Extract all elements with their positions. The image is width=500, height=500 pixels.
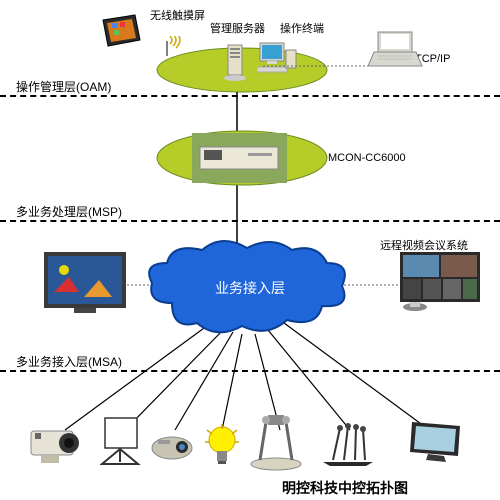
msa-layer-label: 多业务接入层(MSA) (16, 353, 122, 370)
mic-device (318, 420, 380, 473)
camera-device (23, 423, 89, 471)
msp-layer-label: 多业务处理层(MSP) (16, 203, 122, 220)
dash-3 (0, 370, 500, 372)
remote-video-label: 远程视频会议系统 (380, 237, 468, 253)
lightbulb-device (204, 424, 240, 475)
remote-video-device (400, 252, 480, 315)
terminal-device (257, 40, 297, 85)
mcon-label: MCON-CC6000 (328, 152, 406, 164)
dash-1 (0, 95, 500, 97)
left-monitor (44, 252, 126, 317)
laptop-device (368, 30, 423, 75)
dash-2 (0, 220, 500, 222)
oam-layer-label: 操作管理层(OAM) (16, 78, 111, 95)
touchscreen-device (100, 12, 142, 55)
terminal-label: 操作终端 (280, 20, 324, 36)
screen-stand-device (100, 416, 148, 474)
cloud-label: 业务接入层 (215, 278, 285, 298)
touchscreen-label: 无线触摸屏 (150, 7, 205, 23)
visualizer-device (248, 410, 308, 475)
diagram-title: 明控科技中控拓扑图 (282, 478, 408, 498)
mgmt-server-label: 管理服务器 (210, 20, 265, 36)
projector-device (150, 430, 195, 468)
mcon-device (192, 133, 287, 186)
server-device (222, 43, 250, 86)
monitor-device (408, 418, 466, 473)
